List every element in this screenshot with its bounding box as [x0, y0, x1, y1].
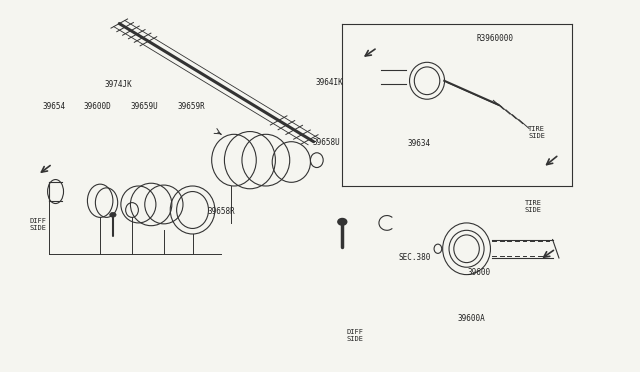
Text: DIFF
SIDE: DIFF SIDE [29, 218, 46, 231]
Text: TIRE
SIDE: TIRE SIDE [525, 200, 542, 213]
Text: 3964IK: 3964IK [316, 78, 344, 87]
Ellipse shape [109, 212, 116, 217]
Text: 3974JK: 3974JK [104, 80, 132, 89]
Text: 39634: 39634 [407, 139, 430, 148]
Text: DIFF
SIDE: DIFF SIDE [346, 329, 364, 342]
Text: 39659R: 39659R [177, 102, 205, 111]
Ellipse shape [338, 218, 347, 225]
Text: R3960000: R3960000 [477, 34, 514, 43]
Text: SEC.380: SEC.380 [398, 253, 431, 263]
Text: 39600D: 39600D [83, 102, 111, 111]
Text: 39600A: 39600A [458, 314, 486, 323]
Text: 39600: 39600 [468, 268, 491, 277]
Text: 39654: 39654 [42, 102, 65, 111]
Text: TIRE
SIDE: TIRE SIDE [528, 126, 545, 139]
Text: 39659U: 39659U [131, 102, 159, 111]
Text: 39658U: 39658U [312, 138, 340, 147]
Text: 39658R: 39658R [207, 207, 235, 217]
